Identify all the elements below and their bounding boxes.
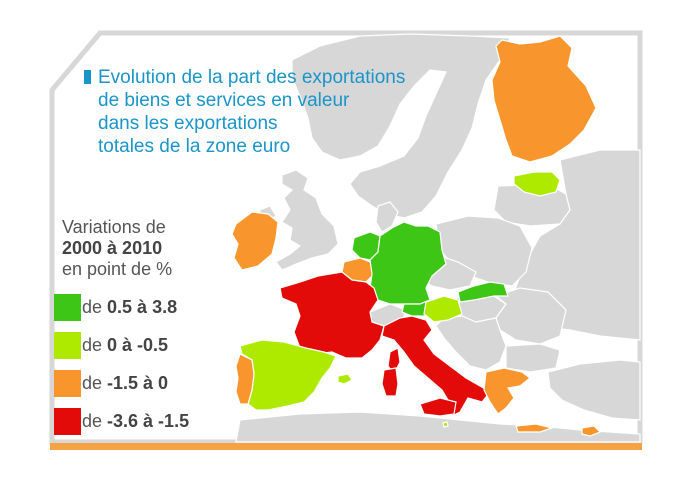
country-north-africa [235, 411, 641, 443]
legend-item: de 0 à -0.5 [54, 332, 234, 359]
legend-label: de -3.6 à -1.5 [82, 411, 190, 431]
legend-items: de 0.5 à 3.8 de 0 à -0.5 de -1.5 à 0 de … [54, 294, 234, 435]
legend-label: de 0 à -0.5 [82, 335, 169, 355]
legend-heading-line1: Variations de [62, 217, 166, 237]
bottom-accent-bar [50, 443, 642, 450]
euro-countries [231, 35, 602, 437]
legend-item: de -3.6 à -1.5 [54, 408, 234, 435]
legend-heading: Variations de 2000 à 2010 en point de % [62, 217, 234, 280]
legend-swatch-high [54, 294, 81, 321]
country-scandinavia [291, 33, 511, 219]
country-portugal [235, 353, 255, 405]
country-sardinia [381, 367, 399, 397]
legend-swatch-low [54, 408, 81, 435]
country-slovenia [423, 295, 463, 323]
country-united-kingdom [275, 169, 339, 271]
country-bulgaria [505, 343, 561, 373]
country-ireland [231, 211, 279, 271]
country-turkey [547, 359, 641, 421]
country-crete [515, 423, 555, 433]
legend-label: de -1.5 à 0 [82, 373, 169, 393]
country-balkans [435, 315, 507, 371]
legend-label: de 0.5 à 3.8 [82, 297, 178, 317]
country-france [279, 271, 385, 359]
legend-heading-line3: en point de % [62, 259, 173, 279]
country-italy [381, 315, 491, 417]
legend-item: de -1.5 à 0 [54, 370, 234, 397]
country-balearic [337, 373, 353, 385]
country-corsica [387, 347, 401, 376]
title-marker [84, 70, 91, 84]
legend-swatch-mid-low [54, 370, 81, 397]
country-germany [369, 221, 447, 305]
legend-swatch-mid-high [54, 332, 81, 359]
legend-item: de 0.5 à 3.8 [54, 294, 234, 321]
legend-heading-line2: 2000 à 2010 [62, 238, 163, 258]
country-finland [491, 35, 597, 163]
country-sicily [419, 397, 457, 417]
country-greece [483, 367, 531, 415]
country-slovakia [457, 281, 509, 303]
country-malta [442, 421, 449, 428]
non-euro-countries [235, 33, 641, 443]
country-estonia [513, 171, 561, 197]
legend: Variations de 2000 à 2010 en point de % … [54, 217, 234, 446]
map-title: Evolution de la part des exportations de… [98, 67, 406, 157]
country-cyprus [581, 425, 602, 437]
country-denmark [375, 201, 399, 233]
